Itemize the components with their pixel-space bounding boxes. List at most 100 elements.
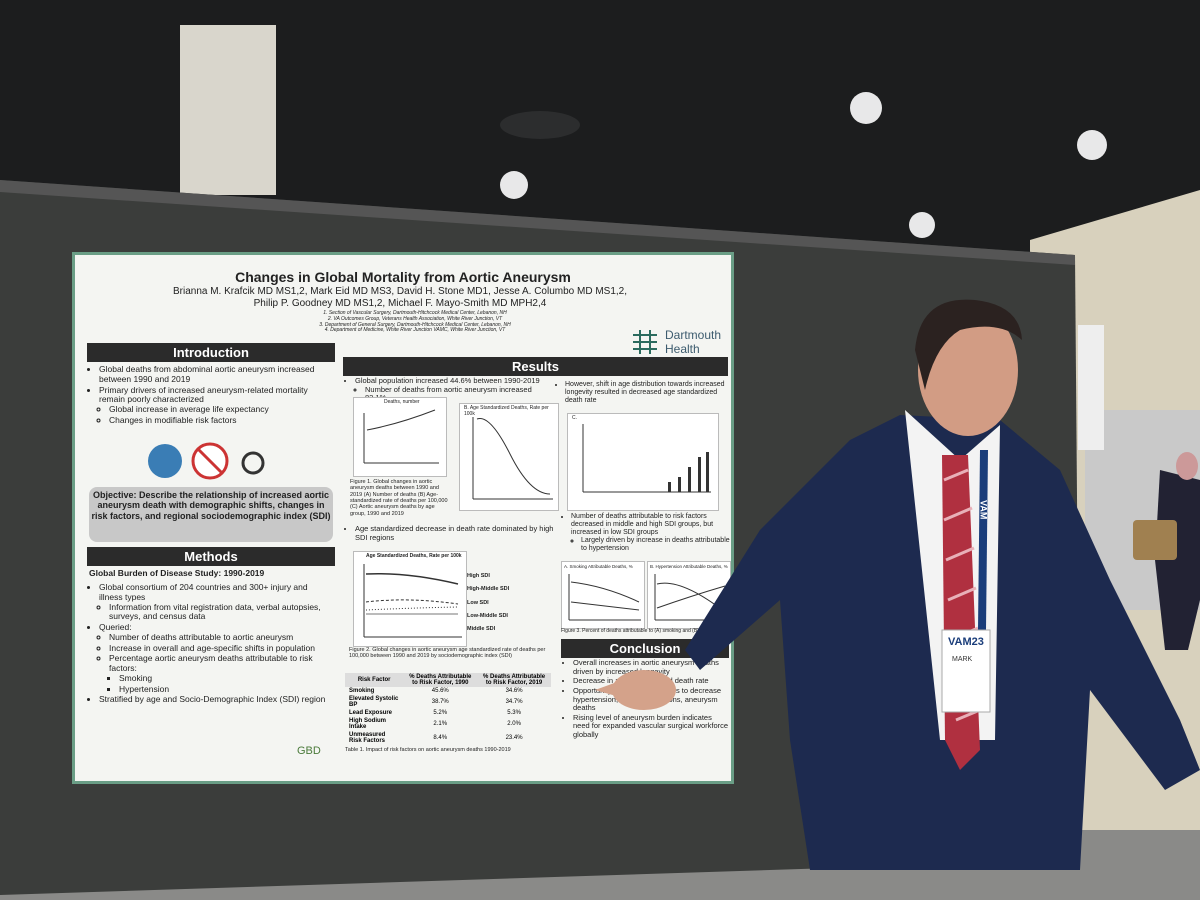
bullet-text: Global deaths from abdominal aortic aneu… — [99, 364, 315, 384]
affiliation: 4. Department of Medicine, White River J… — [324, 327, 506, 334]
bullet-text: Rising level of aneurysm burden indicate… — [573, 712, 729, 739]
figure-caption: Figure 3. Percent of deaths attributable… — [561, 628, 729, 634]
table-cell: 5.2% — [433, 710, 448, 716]
figure-plot — [654, 574, 727, 621]
bullet-text: Percentage aortic aneurysm deaths attrib… — [109, 653, 313, 674]
bullet-list: However, shift in age distribution towar… — [555, 381, 725, 405]
bullet: Increase in overall and age-specific shi… — [109, 642, 333, 654]
table-row: Unmeasured Risk Factors 8.4% 23.4% — [345, 731, 551, 745]
bullet-text: Information from vital registration data… — [109, 601, 321, 622]
logo-icon — [633, 330, 657, 354]
legend: High SDI High-Middle SDI Low SDI Low-Middle… — [467, 573, 547, 640]
table-row: Lead Exposure 5.2% 5.3% — [345, 709, 551, 717]
legend-entry: Middle SDI — [467, 626, 496, 633]
figure: A. Smoking Attributable Deaths, % — [561, 561, 645, 629]
legend-entry: Low SDI — [467, 599, 489, 606]
bullet-text: Queried: — [99, 622, 132, 633]
logo: Dartmouth Health — [665, 328, 722, 356]
table-row: Elevated Systolic BP 38.7% 34.7% — [345, 695, 551, 709]
bullet-text: However, shift in age distribution towar… — [565, 381, 725, 405]
figure-title: C. — [572, 415, 577, 421]
bullet-text: Smoking — [119, 672, 153, 683]
badge-name: MARK — [952, 656, 973, 663]
bullet-list: SmokingHypertension — [109, 672, 333, 695]
results-list: However, shift in age distribution towar… — [555, 381, 725, 406]
table-header: % Deaths Attributable to Risk Factor, 20… — [477, 673, 551, 687]
figure-title: Deaths, number — [384, 399, 420, 405]
bullet-text: Largely driven by increase in deaths att… — [581, 537, 730, 553]
table-cell: Unmeasured Risk Factors — [349, 732, 386, 744]
bullet-text: Global consortium of 204 countries and 3… — [99, 582, 308, 602]
legend-entry: High SDI — [467, 573, 490, 579]
affiliation: 3. Department of General Surgery, Dartmo… — [319, 321, 511, 328]
figure: C. — [567, 413, 719, 511]
figure-plot — [568, 574, 641, 621]
bullet-text: Stratified by age and Socio-Demographic … — [99, 694, 326, 705]
poster-title: Changes in Global Mortality from Aortic … — [235, 269, 571, 285]
table-cell: High Sodium Intake — [349, 718, 386, 730]
table-cell: 2.1% — [433, 721, 448, 727]
bullet-text: Global population increased 44.6% betwee… — [355, 376, 540, 385]
bullet: Largely driven by increase in deaths att… — [581, 537, 731, 553]
table-header: % Deaths Attributable to Risk Factor, 19… — [403, 673, 478, 687]
section-heading: Methods — [87, 547, 335, 566]
figure-title: A. Smoking Attributable Deaths, % — [564, 564, 633, 569]
results-list: Number of deaths attributable to risk fa… — [561, 513, 731, 554]
bullet-text: Age standardized decrease in death rate … — [355, 524, 554, 542]
table-cell: 34.7% — [505, 699, 523, 705]
table-cell: 2.0% — [507, 721, 521, 727]
bullet-text: Increase in overall and age-specific shi… — [109, 642, 316, 653]
bullet: Stratified by age and Socio-Demographic … — [99, 695, 333, 705]
figure-plot — [363, 564, 462, 638]
section-heading: Results — [343, 357, 728, 376]
figure: Age Standardized Deaths, Rate per 100k — [353, 551, 467, 647]
table-cell: 23.4% — [505, 735, 523, 741]
affiliations: 1. Section of Vascular Surgery, Dartmout… — [235, 310, 595, 334]
badge-event: VAM23 — [948, 636, 984, 648]
bullet-list: Information from vital registration data… — [99, 601, 333, 623]
methods-list: Global consortium of 204 countries and 3… — [89, 582, 333, 706]
table-header: Risk Factor — [345, 673, 404, 687]
figure: B. Age Standardized Deaths, Rate per 100… — [459, 403, 559, 511]
bullet-text: Hypertension — [119, 683, 170, 694]
lanyard: VAM — [978, 500, 989, 520]
affiliation: 1. Section of Vascular Surgery, Dartmout… — [323, 310, 507, 316]
figure-plot — [363, 409, 439, 464]
table-cell: Elevated Systolic BP — [349, 696, 399, 708]
bullet-text: Number of deaths attributable to aortic … — [109, 631, 294, 642]
table-row: High Sodium Intake 2.1% 2.0% — [345, 717, 551, 731]
bullet: Percentage aortic aneurysm deaths attrib… — [109, 654, 333, 694]
bullet: Primary drivers of increased aneurysm-re… — [99, 385, 333, 426]
bullet-list: Global deaths from abdominal aortic aneu… — [89, 364, 333, 426]
methods-subheading: Global Burden of Disease Study: 1990-201… — [89, 568, 265, 578]
figure-title: Age Standardized Deaths, Rate per 100k — [366, 553, 462, 559]
bullet-list: Number of deaths attributable to aortic … — [99, 631, 333, 695]
bullet: Global consortium of 204 countries and 3… — [99, 582, 333, 623]
table-cell: 45.6% — [431, 688, 449, 694]
bullet: Queried:Number of deaths attributable to… — [99, 622, 333, 695]
bullet-list: Age standardized decrease in death rate … — [345, 524, 555, 542]
bullet: Age standardized decrease in death rate … — [355, 524, 555, 542]
results-list: Age standardized decrease in death rate … — [345, 524, 555, 543]
bullet: Information from vital registration data… — [109, 601, 333, 623]
bullet: Global increase in average life expectan… — [109, 404, 333, 415]
table-caption: Table 1. Impact of risk factors on aorti… — [345, 747, 511, 753]
bullet: Rising level of aneurysm burden indicate… — [573, 712, 729, 740]
bullet-text: Global increase in average life expectan… — [109, 404, 269, 415]
bullet-text: Number of deaths attributable to risk fa… — [571, 513, 714, 537]
bullet: Number of deaths attributable to aortic … — [109, 631, 333, 643]
legend-entry: Low-Middle SDI — [467, 612, 508, 619]
icons — [148, 442, 265, 480]
legend-entry: High-Middle SDI — [467, 586, 510, 593]
bullet-list: Number of deaths attributable to risk fa… — [561, 513, 731, 553]
bullet-text: Overall increases in aortic aneurysm dea… — [573, 658, 719, 676]
bullet: Changes in modifiable risk factors — [109, 415, 333, 426]
bullet-list: Largely driven by increase in deaths att… — [571, 537, 731, 553]
table-cell: 34.6% — [505, 688, 523, 694]
affiliation: 2. VA Outcomes Group, Veterans Health As… — [327, 315, 503, 322]
bullet-list: Global consortium of 204 countries and 3… — [89, 582, 333, 705]
bullet-list: Global increase in average life expectan… — [99, 404, 333, 426]
objective: Objective: Describe the relationship of … — [89, 487, 333, 542]
